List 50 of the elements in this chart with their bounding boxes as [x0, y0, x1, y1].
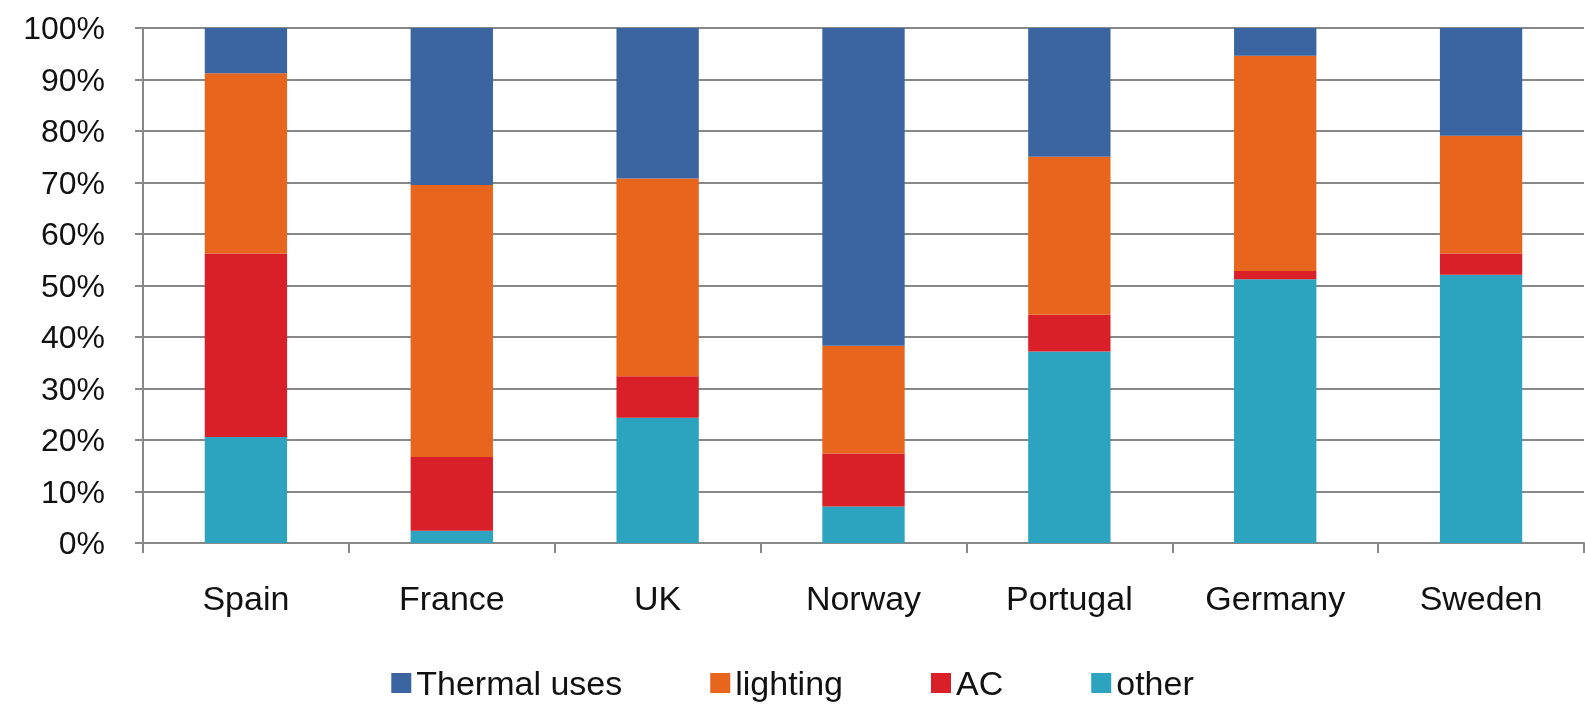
x-tick-label: Germany — [1205, 579, 1346, 617]
bar — [1234, 271, 1317, 280]
legend-label: other — [1116, 664, 1194, 702]
bar — [616, 376, 699, 418]
x-tick-label: Sweden — [1419, 579, 1543, 617]
bar — [1028, 156, 1111, 315]
legend-label: AC — [955, 664, 1004, 702]
bar — [204, 28, 288, 74]
bar — [1234, 55, 1317, 272]
bar — [1234, 28, 1317, 56]
y-tick-label: 0% — [58, 525, 105, 561]
bar — [1439, 135, 1523, 254]
y-tick-label: 80% — [40, 113, 105, 149]
y-tick-label: 90% — [40, 61, 105, 98]
bar — [822, 506, 905, 543]
y-tick-label: 40% — [40, 319, 105, 355]
legend-label: Thermal uses — [416, 664, 623, 702]
legend-label: lighting — [735, 664, 843, 702]
bar — [204, 253, 288, 437]
bar — [410, 530, 493, 543]
x-tick-label: France — [398, 579, 505, 617]
bar — [1028, 314, 1111, 352]
y-tick-label: 50% — [40, 267, 105, 304]
y-tick-label: 100% — [23, 10, 105, 46]
bar — [410, 28, 493, 186]
bar — [822, 28, 905, 346]
bar — [616, 417, 699, 543]
bar — [1439, 274, 1523, 543]
bar — [616, 178, 699, 377]
y-tick-label: 60% — [40, 216, 105, 252]
bar — [204, 73, 288, 254]
bar — [1234, 279, 1317, 543]
bar — [410, 185, 493, 457]
y-tick-label: 10% — [40, 473, 105, 510]
bar — [1439, 28, 1523, 136]
y-tick-label: 20% — [40, 422, 105, 458]
bar — [616, 28, 699, 179]
y-tick-label: 70% — [40, 164, 105, 201]
bar — [822, 345, 905, 454]
x-tick-label: Portugal — [1006, 579, 1133, 617]
bar — [1028, 351, 1111, 543]
bar — [410, 457, 493, 531]
x-tick-label: UK — [634, 579, 682, 617]
y-tick-label: 30% — [40, 370, 105, 407]
bar — [1439, 253, 1523, 275]
bar — [822, 453, 905, 507]
bar — [1028, 28, 1111, 157]
x-tick-label: Norway — [805, 579, 922, 617]
bar — [204, 436, 288, 543]
x-tick-label: Spain — [202, 579, 290, 617]
